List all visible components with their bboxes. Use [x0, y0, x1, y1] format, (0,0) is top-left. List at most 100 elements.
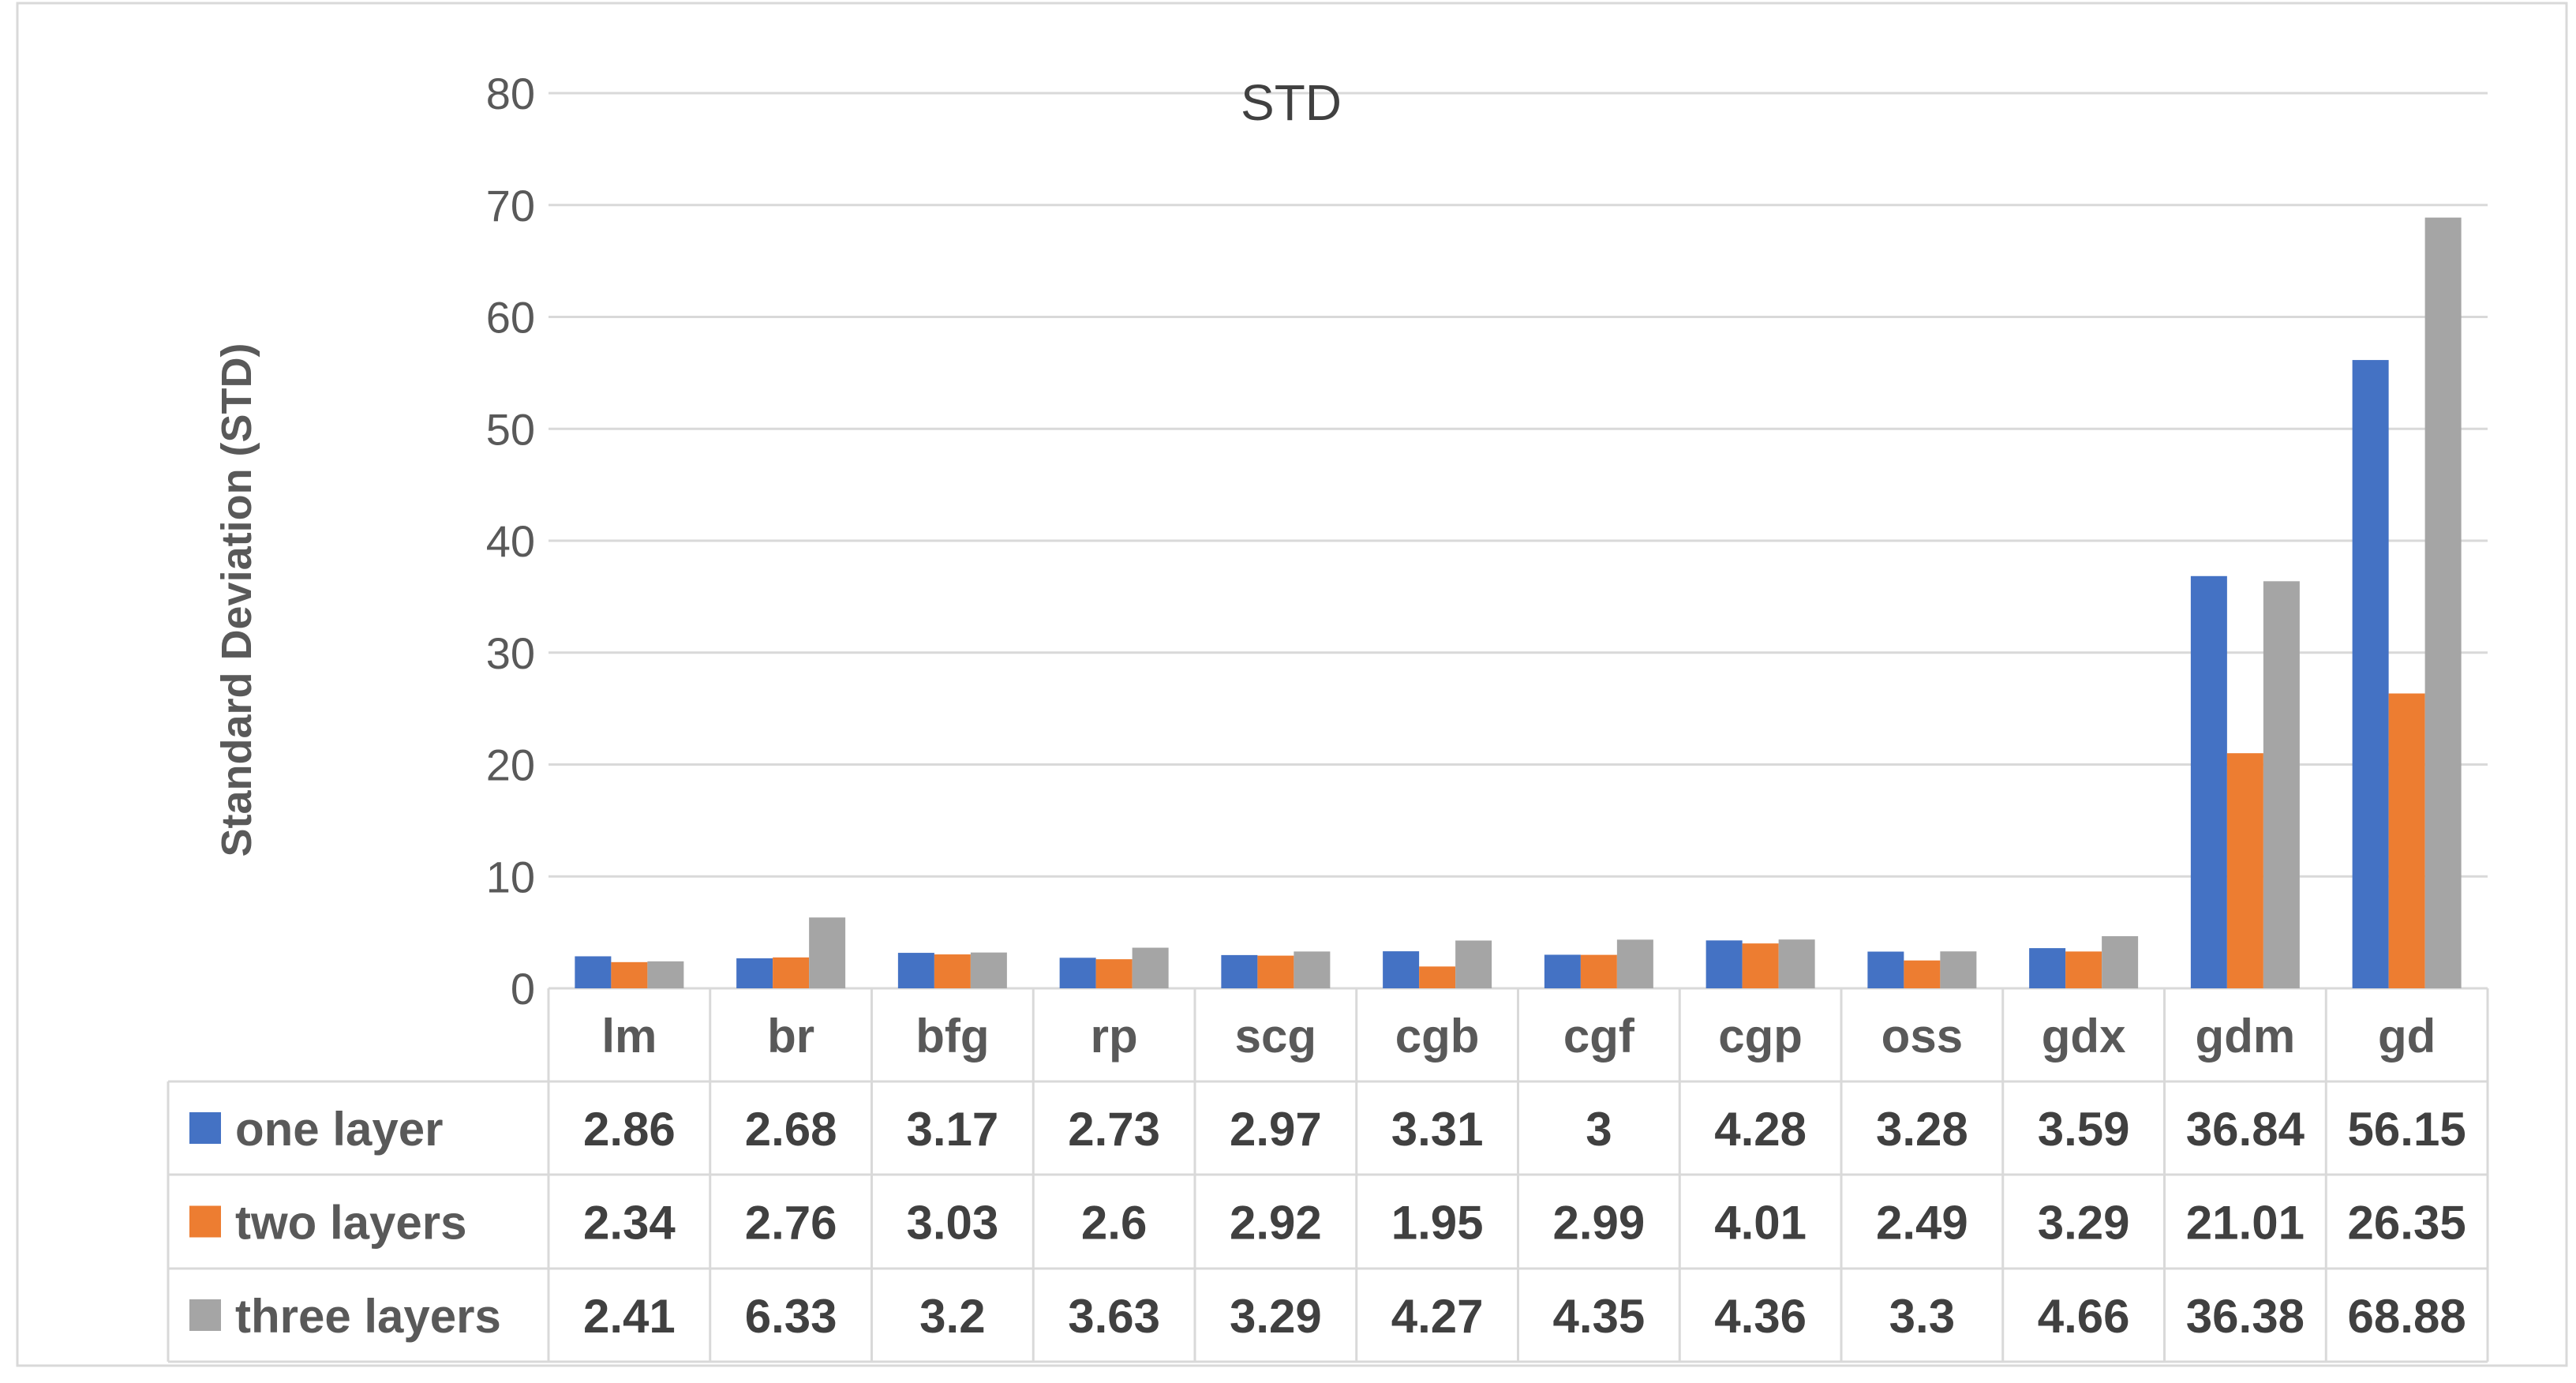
bar: [1095, 959, 1133, 988]
data-label: 4.01: [1714, 1197, 1807, 1250]
bar: [1419, 966, 1456, 988]
bar: [1132, 947, 1169, 988]
y-tick-label: 30: [486, 628, 535, 678]
data-label: 2.73: [1068, 1103, 1160, 1156]
y-tick-label: 0: [511, 964, 535, 1014]
bar: [934, 954, 971, 988]
y-axis-label: Standard Deviation (STD): [213, 343, 260, 856]
bar: [2029, 948, 2066, 988]
data-label: 2.86: [583, 1103, 676, 1156]
bar: [647, 961, 684, 988]
data-label: 3.63: [1068, 1290, 1160, 1343]
bar: [1616, 939, 1653, 988]
data-label: 3.17: [906, 1103, 998, 1156]
bar: [1294, 951, 1331, 988]
gridlines: [549, 92, 2488, 878]
chart-title: STD: [1241, 74, 1342, 131]
data-label: 36.38: [2186, 1290, 2305, 1343]
data-label: 56.15: [2348, 1103, 2466, 1156]
legend-label: one layer: [235, 1103, 443, 1156]
legend-key: [189, 1299, 221, 1331]
data-label: 2.99: [1552, 1197, 1645, 1250]
category-label: oss: [1881, 1010, 1963, 1063]
data-label: 3: [1586, 1103, 1612, 1156]
bar: [970, 952, 1007, 988]
data-label: 3.03: [906, 1197, 998, 1250]
bar: [1867, 951, 1904, 988]
bar: [1383, 951, 1420, 988]
legend-key: [189, 1112, 221, 1144]
bar: [1904, 960, 1941, 988]
y-tick-label: 50: [486, 404, 535, 454]
bar: [575, 956, 612, 988]
data-label: 4.27: [1391, 1290, 1484, 1343]
data-label: 3.59: [2038, 1103, 2130, 1156]
legend-label: two layers: [235, 1197, 466, 1250]
data-label: 2.6: [1081, 1197, 1147, 1250]
y-tick-label: 20: [486, 740, 535, 790]
data-label: 1.95: [1391, 1197, 1484, 1250]
data-label: 3.29: [2038, 1197, 2130, 1250]
category-label: gdm: [2196, 1010, 2296, 1063]
bar: [2352, 360, 2389, 989]
data-label: 26.35: [2348, 1197, 2466, 1250]
bar: [2388, 693, 2425, 988]
data-label: 4.35: [1552, 1290, 1645, 1343]
y-tick-label: 70: [486, 181, 535, 230]
data-label: 2.97: [1230, 1103, 1322, 1156]
chart-border: [16, 2, 2568, 1367]
data-label: 4.36: [1714, 1290, 1807, 1343]
data-label: 4.28: [1714, 1103, 1807, 1156]
category-label: br: [767, 1010, 814, 1063]
bars: [575, 217, 2462, 989]
bar: [1940, 951, 1977, 988]
bar: [1221, 954, 1258, 988]
data-label: 4.66: [2038, 1290, 2130, 1343]
data-label: 6.33: [745, 1290, 837, 1343]
y-tick-label: 10: [486, 852, 535, 901]
category-label: cgp: [1718, 1010, 1803, 1063]
bar: [1544, 954, 1581, 988]
data-label: 2.49: [1876, 1197, 1968, 1250]
bar: [1580, 954, 1617, 988]
category-label: scg: [1235, 1010, 1316, 1063]
data-label: 3.3: [1889, 1290, 1955, 1343]
bar: [1455, 940, 1492, 988]
data-label: 2.76: [745, 1197, 837, 1250]
bar: [897, 953, 934, 988]
bar: [2226, 753, 2263, 988]
bar: [2424, 217, 2462, 989]
bar: [2263, 581, 2300, 988]
bar: [1742, 943, 1779, 988]
legend-key: [189, 1205, 221, 1238]
bar: [2190, 575, 2227, 988]
bar: [736, 958, 773, 988]
y-tick-label: 60: [486, 293, 535, 343]
data-label: 2.34: [583, 1197, 676, 1250]
category-label: bfg: [915, 1010, 989, 1063]
category-label: rp: [1091, 1010, 1138, 1063]
data-label: 3.28: [1876, 1103, 1968, 1156]
data-label: 36.84: [2186, 1103, 2305, 1156]
bar: [773, 957, 810, 988]
data-label: 3.31: [1391, 1103, 1484, 1156]
y-tick-label: 80: [486, 69, 535, 118]
data-label: 2.68: [745, 1103, 837, 1156]
data-label: 3.29: [1230, 1290, 1322, 1343]
bar: [611, 961, 648, 988]
data-label: 3.2: [919, 1290, 985, 1343]
bar: [1059, 958, 1096, 988]
category-label: gdx: [2042, 1010, 2126, 1063]
bar: [2065, 951, 2102, 988]
bar: [809, 917, 846, 988]
data-table: lm br bfg rp scg cgb cgf cgp oss gdx gdm gd one laye…: [167, 987, 2489, 1363]
bar: [1257, 955, 1294, 988]
category-label: gd: [2378, 1010, 2436, 1063]
category-label: cgf: [1563, 1010, 1635, 1063]
y-axis-ticks: 0 10 20 30 40 50 60 70 80: [486, 69, 535, 1014]
data-label: 21.01: [2186, 1197, 2305, 1250]
bar: [2102, 935, 2139, 988]
y-tick-label: 40: [486, 516, 535, 566]
data-label: 68.88: [2348, 1290, 2466, 1343]
